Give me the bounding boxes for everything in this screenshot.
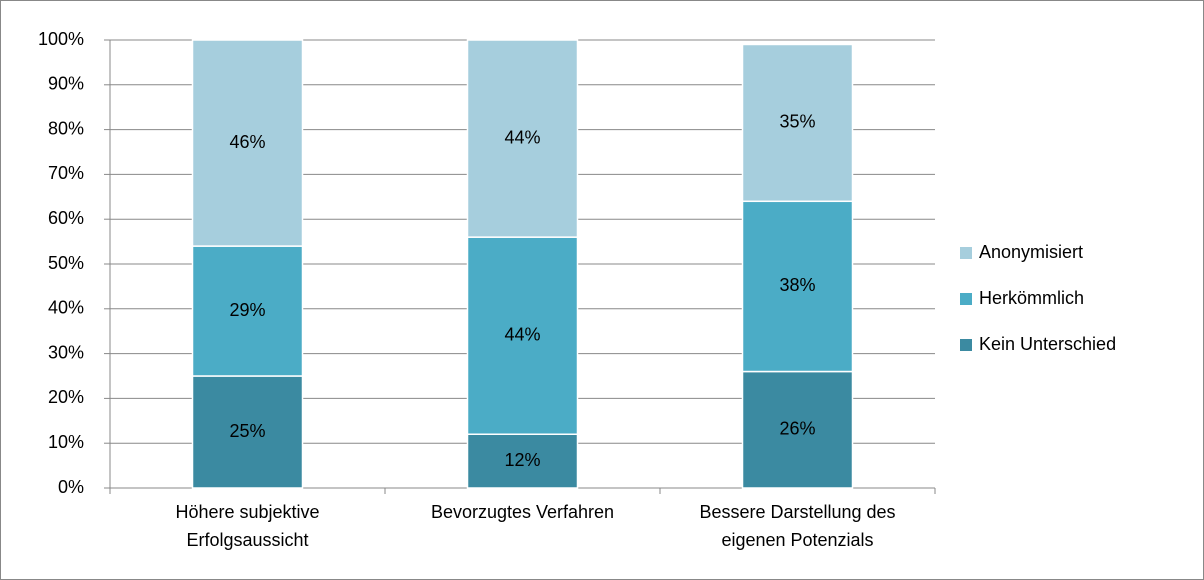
bar-segment [466, 433, 579, 489]
x-tick-label: Bessere Darstellung des eigenen Potenzia… [699, 502, 896, 550]
data-label: 29% [229, 300, 265, 320]
y-tick-label: 70% [48, 163, 84, 183]
bar-segment [741, 370, 854, 489]
y-tick-label: 50% [48, 253, 84, 273]
data-label: 35% [779, 112, 815, 132]
data-label: 38% [779, 275, 815, 295]
data-label: 44% [504, 324, 540, 344]
y-tick-label: 10% [48, 432, 84, 452]
y-tick-label: 40% [48, 298, 84, 318]
bar-segment [466, 39, 579, 238]
data-label: 26% [779, 419, 815, 439]
bar-segment [191, 375, 304, 489]
y-tick-label: 0% [58, 477, 84, 497]
bar-segment [466, 236, 579, 435]
legend-label: Kein Unterschied [979, 334, 1116, 354]
x-tick-label: Bevorzugtes Verfahren [430, 502, 615, 522]
y-tick-label: 90% [48, 74, 84, 94]
x-tick-label: Höhere subjektive Erfolgsaussicht [175, 502, 320, 550]
legend-label: Herkömmlich [979, 288, 1084, 308]
y-tick-label: 20% [48, 387, 84, 407]
y-tick-label: 60% [48, 208, 84, 228]
data-label: 12% [504, 450, 540, 470]
legend-swatch [960, 339, 972, 351]
y-tick-label: 30% [48, 342, 84, 362]
bar-segment [741, 200, 854, 373]
data-label: 44% [504, 127, 540, 147]
legend-swatch [960, 247, 972, 259]
data-label: 25% [229, 421, 265, 441]
data-label: 46% [229, 132, 265, 152]
y-tick-label: 80% [48, 118, 84, 138]
bar-segment [191, 39, 304, 247]
bar-segment [741, 43, 854, 203]
bar-segment [191, 245, 304, 377]
y-tick-label: 100% [38, 29, 84, 49]
legend-swatch [960, 293, 972, 305]
legend-label: Anonymisiert [979, 242, 1083, 262]
